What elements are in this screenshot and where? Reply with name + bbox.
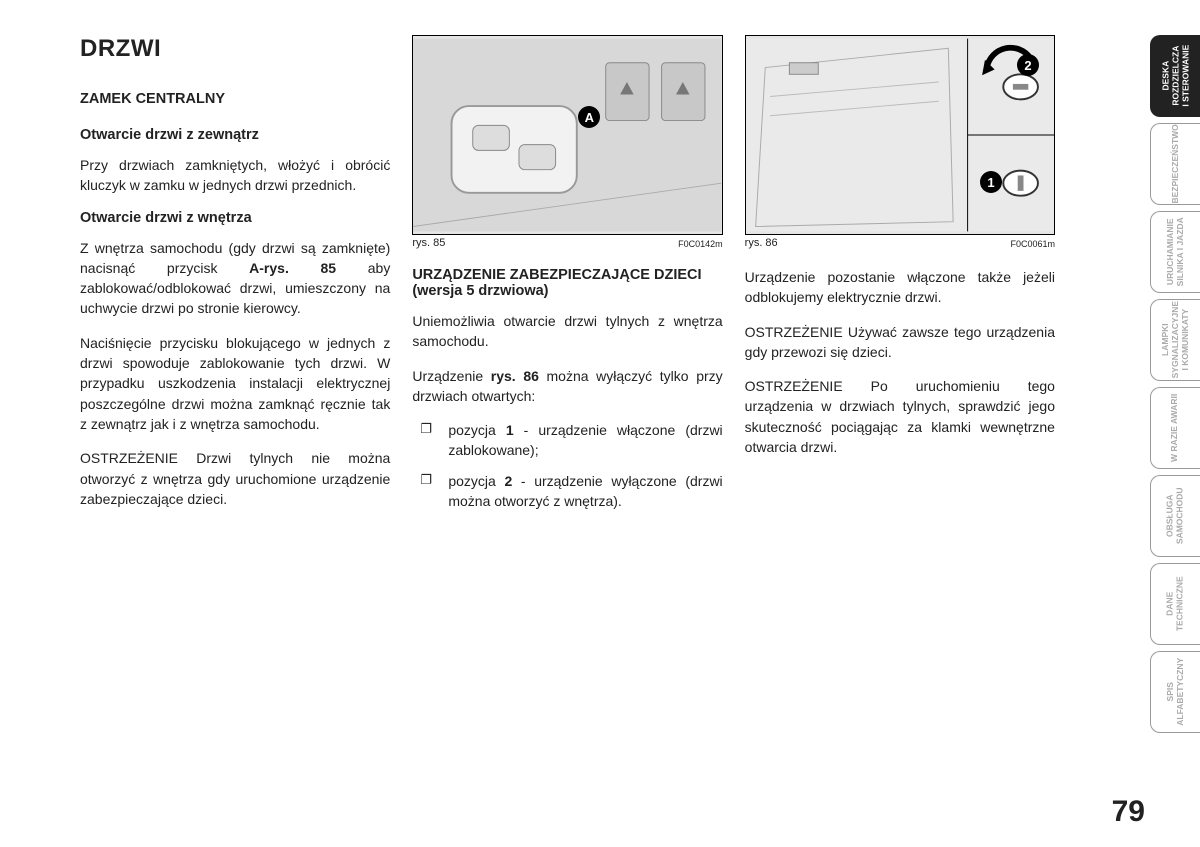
column-1: DRZWI ZAMEK CENTRALNY Otwarcie drzwi z z… (80, 35, 390, 523)
tab-safety[interactable]: BEZPIECZEŃSTWO (1150, 123, 1200, 205)
section-heading: ZAMEK CENTRALNY (80, 91, 390, 107)
figure-85: A (412, 35, 722, 235)
text-run: pozycja (448, 422, 506, 438)
tab-label: W RAZIE AWARII (1171, 394, 1181, 462)
figure-code: F0C0061m (1010, 237, 1055, 249)
body-text: Przy drzwiach zamkniętych, włożyć i obró… (80, 155, 390, 196)
callout-2: 2 (1017, 54, 1039, 76)
body-text: Urządzenie rys. 86 można wyłączyć tylko … (412, 366, 722, 407)
tab-label: DESKA ROZDZIELCZA I STEROWANIE (1161, 45, 1190, 107)
tab-emergency[interactable]: W RAZIE AWARII (1150, 387, 1200, 469)
figure-reference: A-rys. 85 (249, 260, 336, 276)
tab-label: SPIS ALFABETYCZNY (1166, 658, 1186, 726)
tab-label: URUCHAMIANIE SILNIKA I JAZDA (1166, 217, 1186, 286)
tab-label: LAMPKI SYGNALIZACYJNE I KOMUNIKATY (1161, 301, 1190, 378)
figure-86-illustration (746, 36, 1054, 234)
warning-text: OSTRZEŻENIE Używać zawsze tego urządzeni… (745, 322, 1055, 363)
warning-text: OSTRZEŻENIE Po uruchomieniu tego urządze… (745, 376, 1055, 457)
figure-85-illustration (413, 36, 721, 234)
tab-dashboard[interactable]: DESKA ROZDZIELCZA I STEROWANIE (1150, 35, 1200, 117)
figure-caption: rys. 85 F0C0142m (412, 237, 722, 249)
tab-technical[interactable]: DANE TECHNICZNE (1150, 563, 1200, 645)
text-run: pozycja (448, 473, 504, 489)
figure-code: F0C0142m (678, 237, 723, 249)
figure-caption: rys. 86 F0C0061m (745, 237, 1055, 249)
callout-1: 1 (980, 171, 1002, 193)
tab-index[interactable]: SPIS ALFABETYCZNY (1150, 651, 1200, 733)
subsection-heading: Otwarcie drzwi z wnętrza (80, 210, 390, 226)
bullet-list: pozycja 1 - urządzenie włączone (drzwi z… (412, 420, 722, 511)
figure-reference: rys. 86 (491, 368, 539, 384)
body-text: Z wnętrza samochodu (gdy drzwi są zamkni… (80, 238, 390, 319)
side-tabs: DESKA ROZDZIELCZA I STEROWANIE BEZPIECZE… (1150, 35, 1200, 733)
column-3: 2 1 rys. 86 F0C0061m Urządzenie pozostan… (745, 35, 1055, 523)
position-number: 1 (506, 422, 514, 438)
column-layout: DRZWI ZAMEK CENTRALNY Otwarcie drzwi z z… (80, 35, 1055, 523)
page-content: DRZWI ZAMEK CENTRALNY Otwarcie drzwi z z… (0, 0, 1115, 553)
figure-number: rys. 85 (412, 237, 445, 249)
subsection-heading: Otwarcie drzwi z zewnątrz (80, 127, 390, 143)
body-text: Urządzenie pozostanie włączone także jeż… (745, 267, 1055, 308)
text-run: Urządzenie (412, 368, 490, 384)
column-2: A rys. 85 F0C0142m URZĄDZENIE ZABEZPIECZ… (412, 35, 722, 523)
figure-number: rys. 86 (745, 237, 778, 249)
body-text: Naciśnięcie przycisku blokującego w jedn… (80, 333, 390, 434)
tab-maintenance[interactable]: OBSŁUGA SAMOCHODU (1150, 475, 1200, 557)
list-item: pozycja 1 - urządzenie włączone (drzwi z… (420, 420, 722, 461)
list-item: pozycja 2 - urządzenie wyłączone (drzwi … (420, 471, 722, 512)
tab-starting[interactable]: URUCHAMIANIE SILNIKA I JAZDA (1150, 211, 1200, 293)
body-text: Uniemożliwia otwarcie drzwi tylnych z wn… (412, 311, 722, 352)
tab-warnings[interactable]: LAMPKI SYGNALIZACYJNE I KOMUNIKATY (1150, 299, 1200, 381)
tab-label: OBSŁUGA SAMOCHODU (1166, 488, 1186, 545)
page-title: DRZWI (80, 35, 390, 63)
warning-text: OSTRZEŻENIE Drzwi tylnych nie można otwo… (80, 448, 390, 509)
figure-86: 2 1 (745, 35, 1055, 235)
subsection-heading: URZĄDZENIE ZABEZPIECZAJĄCE DZIECI (wersj… (412, 267, 722, 299)
tab-label: BEZPIECZEŃSTWO (1171, 124, 1181, 203)
page-number: 79 (1112, 795, 1145, 829)
tab-label: DANE TECHNICZNE (1166, 577, 1186, 632)
